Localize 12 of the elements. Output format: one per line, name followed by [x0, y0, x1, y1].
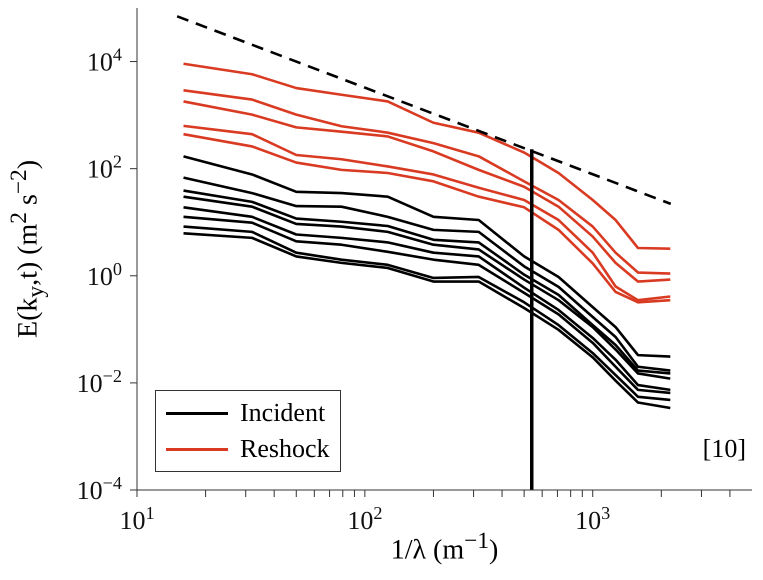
y-tick-label: 10$^{−4}$: [76, 473, 122, 505]
y-tick-label: 10$^{4}$: [86, 44, 122, 77]
y-tick-label: 10$^{−2}$: [76, 366, 122, 398]
x-tick-label: 10$^{3}$: [575, 503, 610, 535]
legend-label: Reshock: [240, 433, 330, 465]
x-tick-label: 10$^{2}$: [347, 503, 382, 535]
y-tick-label: 10$^{0}$: [86, 258, 122, 291]
x-tick-label: 10$^{1}$: [119, 503, 155, 535]
x-axis-title: 1/λ (m$^{−1}$): [390, 528, 498, 566]
y-tick-label: 10$^{2}$: [86, 152, 122, 184]
legend-label: Incident: [240, 397, 326, 429]
annotation: [10]: [702, 434, 746, 464]
